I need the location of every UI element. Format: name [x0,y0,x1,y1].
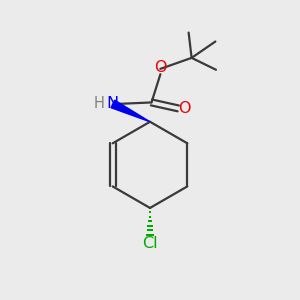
Polygon shape [111,100,150,122]
Text: O: O [154,60,167,75]
Text: Cl: Cl [142,236,158,250]
Text: O: O [178,101,190,116]
Text: N: N [107,96,119,111]
Text: H: H [93,95,104,110]
